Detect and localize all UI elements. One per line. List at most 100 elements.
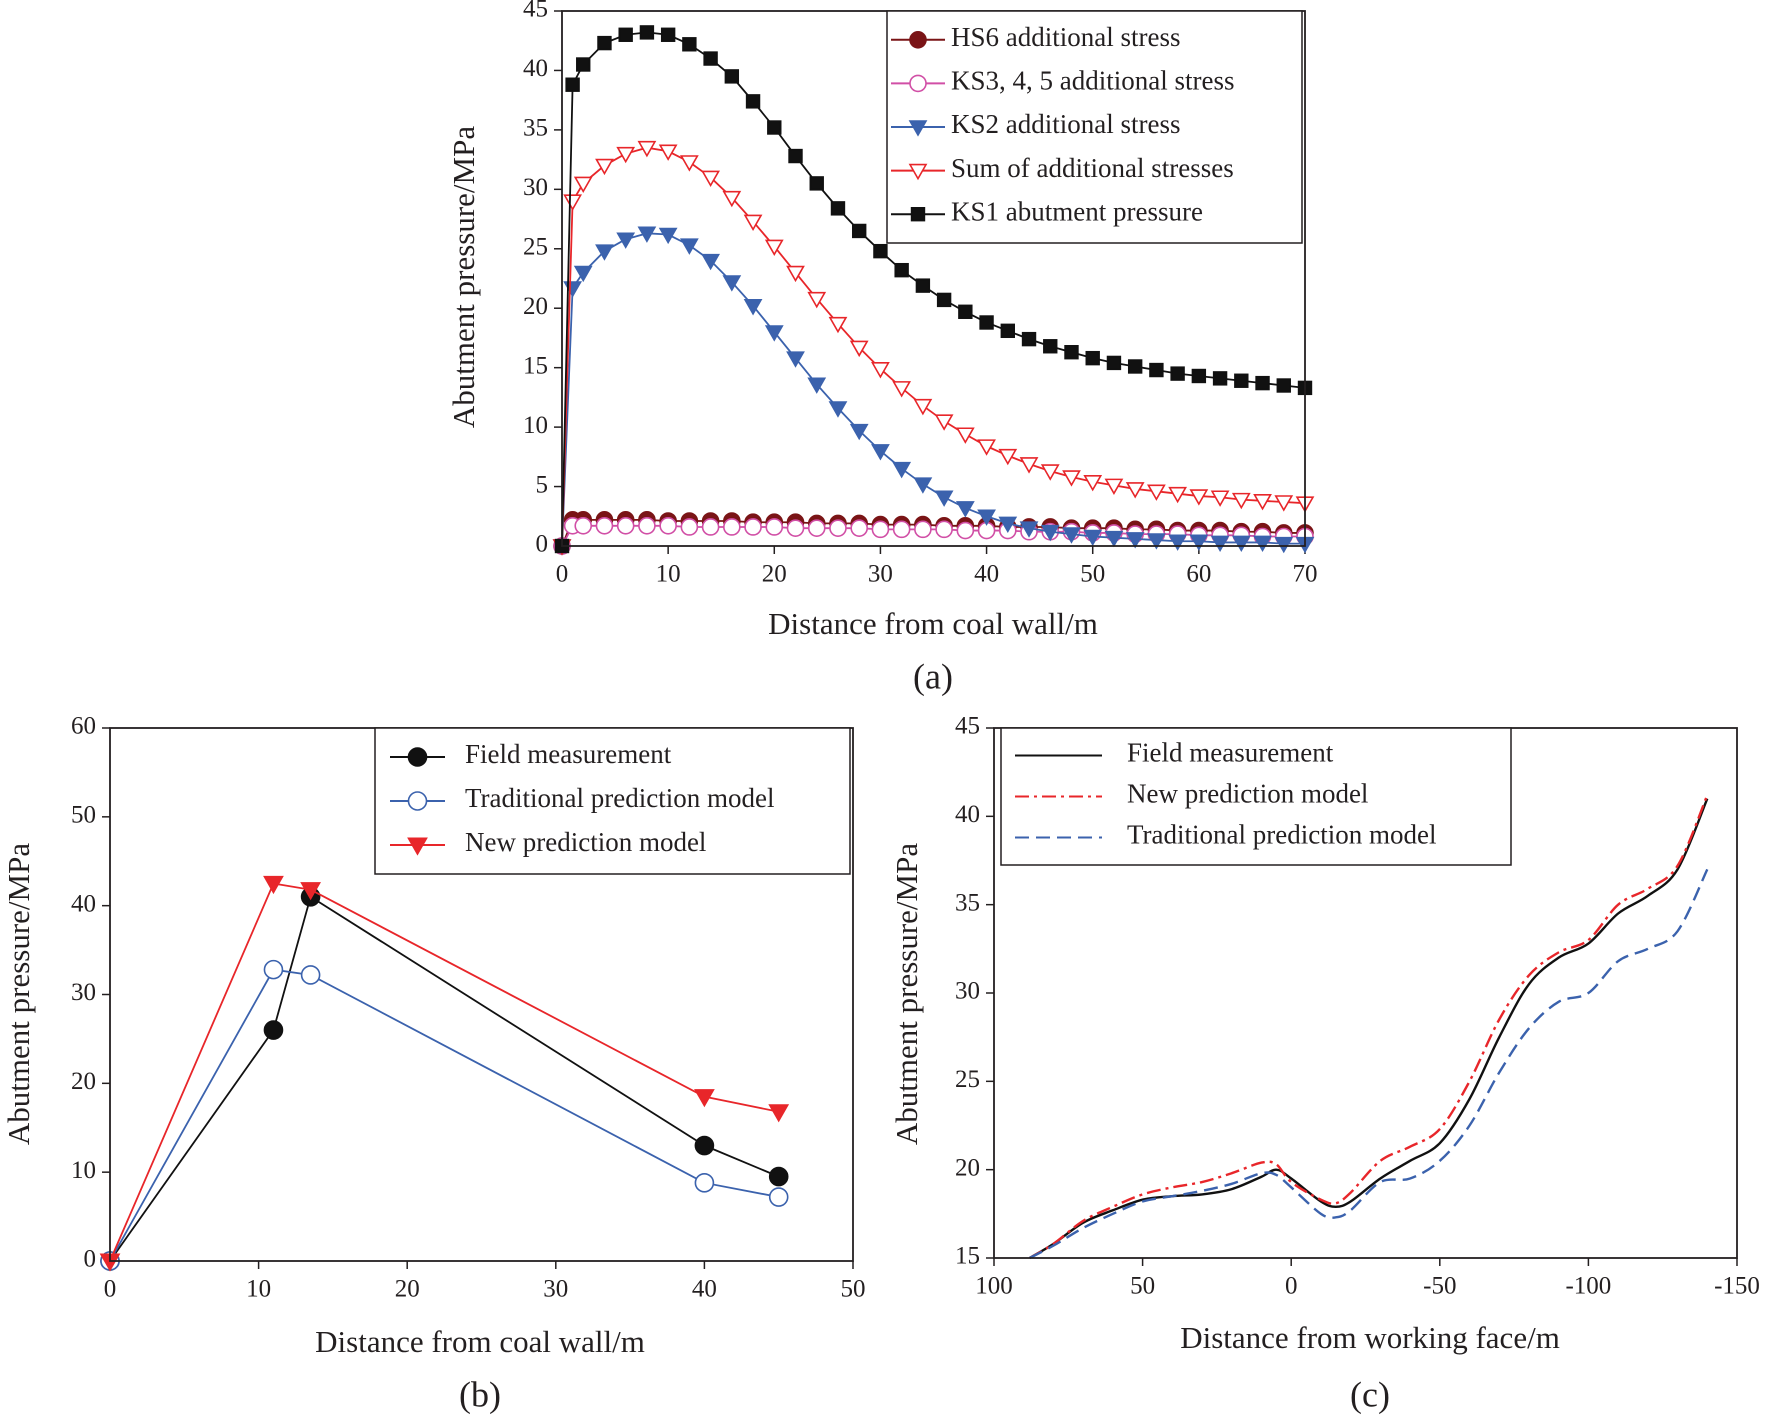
- marker: [595, 516, 614, 535]
- marker: [851, 223, 867, 239]
- marker: [1276, 378, 1291, 393]
- series-line: [561, 232, 1305, 547]
- legend-label: Traditional prediction model: [465, 783, 774, 813]
- y-axis-title: Abutment pressure/MPa: [446, 126, 481, 428]
- y-tick-label: 40: [71, 890, 96, 917]
- marker: [694, 1173, 715, 1193]
- legend-label: KS1 abutment pressure: [951, 196, 1203, 226]
- marker: [263, 959, 284, 980]
- legend-box: [886, 10, 1303, 244]
- marker: [828, 316, 848, 334]
- marker: [830, 201, 846, 216]
- legend-box: [374, 727, 851, 875]
- y-tick-label: 10: [71, 1157, 96, 1184]
- marker: [694, 1135, 715, 1156]
- legend-label: Sum of additional stresses: [951, 153, 1234, 183]
- y-tick-label: 50: [71, 802, 96, 829]
- marker: [829, 519, 847, 537]
- marker: [979, 315, 994, 330]
- marker: [703, 51, 718, 66]
- marker: [998, 448, 1018, 466]
- y-tick-label: 40: [955, 801, 980, 828]
- marker: [658, 227, 678, 245]
- marker: [1021, 331, 1037, 347]
- x-tick-label: 50: [841, 1276, 866, 1303]
- marker: [1085, 350, 1100, 366]
- marker: [768, 1166, 789, 1187]
- marker: [1210, 490, 1230, 507]
- marker: [565, 77, 580, 92]
- marker: [701, 518, 720, 536]
- marker: [639, 25, 655, 40]
- marker: [563, 194, 582, 211]
- marker: [616, 146, 636, 164]
- marker: [892, 520, 911, 539]
- marker: [723, 518, 741, 536]
- legend-marker: [909, 30, 927, 49]
- marker: [767, 120, 782, 135]
- marker: [977, 509, 996, 526]
- y-tick-label: 30: [71, 979, 96, 1006]
- marker: [701, 170, 720, 188]
- y-tick-label: 0: [84, 1246, 97, 1273]
- x-tick-label: 50: [1080, 561, 1105, 588]
- marker: [892, 461, 912, 479]
- y-tick-label: 25: [523, 234, 548, 261]
- legend-label: KS2 additional stress: [951, 109, 1181, 139]
- marker: [765, 518, 784, 536]
- marker: [1125, 482, 1145, 499]
- marker: [637, 140, 657, 158]
- series-line: [1029, 798, 1709, 1260]
- x-tick-label: 70: [1293, 561, 1318, 588]
- marker: [809, 176, 824, 191]
- marker: [300, 965, 321, 985]
- marker: [574, 516, 593, 535]
- marker: [679, 155, 699, 172]
- y-tick-label: 30: [955, 978, 980, 1005]
- series-line: [109, 895, 780, 1262]
- y-tick-label: 15: [955, 1243, 980, 1270]
- marker: [892, 381, 912, 398]
- marker: [1231, 492, 1251, 510]
- x-tick-label: -100: [1565, 1273, 1611, 1300]
- x-tick-label: 40: [974, 561, 999, 588]
- marker: [1104, 530, 1124, 548]
- marker: [894, 262, 909, 278]
- marker: [786, 265, 805, 283]
- marker: [764, 239, 784, 257]
- marker: [1168, 534, 1188, 551]
- marker: [724, 69, 740, 84]
- marker: [1043, 339, 1058, 354]
- marker: [849, 423, 869, 441]
- y-tick-label: 30: [523, 174, 548, 201]
- marker: [701, 253, 720, 271]
- y-axis-title: Abutment pressure/MPa: [1, 843, 36, 1145]
- marker: [935, 520, 953, 539]
- marker: [955, 427, 975, 444]
- x-tick-label: 100: [975, 1273, 1013, 1300]
- marker: [595, 158, 614, 176]
- legend-marker: [407, 747, 428, 767]
- marker: [850, 519, 869, 537]
- marker: [1234, 373, 1249, 388]
- marker: [934, 490, 954, 507]
- y-tick-label: 20: [955, 1154, 980, 1181]
- legend-marker: [910, 207, 926, 222]
- marker: [573, 265, 593, 283]
- legend-label: New prediction model: [1127, 779, 1368, 809]
- marker: [694, 1089, 715, 1108]
- marker: [1062, 527, 1081, 544]
- x-tick-label: -50: [1423, 1273, 1456, 1300]
- marker: [1170, 366, 1185, 381]
- y-tick-label: 40: [523, 55, 548, 82]
- series-line: [1029, 794, 1709, 1260]
- x-tick-label: 0: [556, 561, 569, 588]
- x-tick-label: 50: [1130, 1273, 1155, 1300]
- y-tick-label: 25: [955, 1066, 980, 1093]
- marker: [1062, 470, 1081, 487]
- y-tick-label: 10: [523, 412, 548, 439]
- x-axis-title: Distance from working face/m: [1180, 1320, 1560, 1355]
- marker: [576, 57, 591, 72]
- marker: [1106, 355, 1122, 371]
